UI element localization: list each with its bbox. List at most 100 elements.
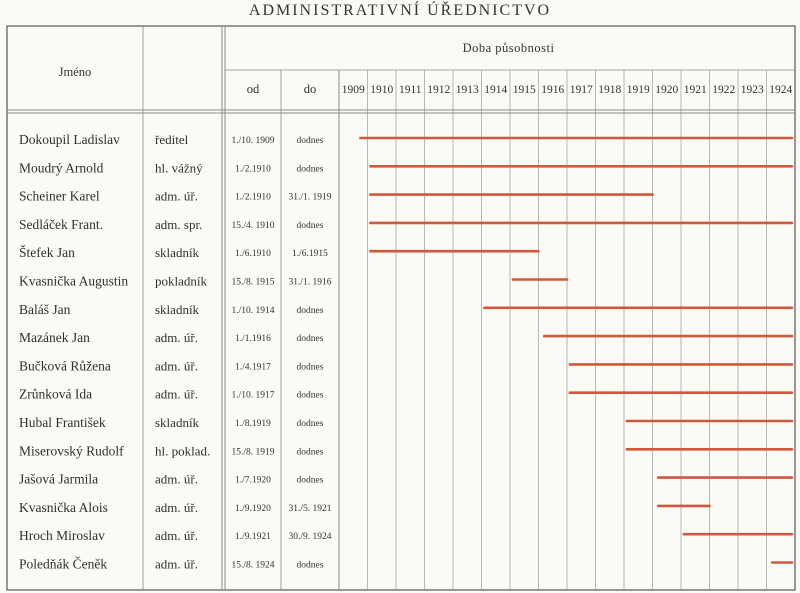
year-tick-label: 1914: [484, 84, 507, 96]
date-from: 1./6.1910: [235, 249, 271, 259]
date-from: 1./9.1920: [235, 504, 271, 514]
year-tick-label: 1909: [342, 84, 365, 96]
employee-name: Kvasnička Alois: [19, 500, 108, 515]
date-from: 15./8. 1915: [231, 278, 274, 288]
employee-position: adm. úř.: [155, 528, 198, 543]
employee-position: adm. spr.: [155, 217, 202, 232]
date-from: 1./7.1920: [235, 476, 271, 486]
table-headers: Jméno Doba působnosti od do 1909 1910 1911 1912…: [59, 41, 793, 96]
header-period: Doba působnosti: [463, 41, 555, 55]
year-tick-label: 1920: [655, 84, 678, 96]
date-to: dodnes: [297, 391, 324, 401]
tenure-bars: [359, 136, 794, 564]
table-row: Baláš Jan skladník 1./10. 1914 dodnes: [19, 302, 324, 317]
employee-name: Hroch Miroslav: [19, 528, 105, 543]
date-to: 1./6.1915: [292, 249, 328, 259]
year-tick-label: 1924: [769, 84, 792, 96]
date-from: 15./4. 1910: [231, 221, 274, 231]
date-to: 31./1. 1919: [288, 193, 331, 203]
table-border: [6, 25, 796, 591]
date-to: dodnes: [297, 476, 324, 486]
year-tick-label: 1916: [541, 84, 564, 96]
date-to: dodnes: [297, 306, 324, 316]
year-tick-label: 1910: [370, 84, 393, 96]
date-to: dodnes: [297, 362, 324, 372]
date-from: 1./10. 1914: [231, 306, 274, 316]
table-row: Sedláček Frant. adm. spr. 15./4. 1910 dodne…: [19, 217, 324, 232]
table-row: Kvasnička Augustin pokladník 15./8. 1915 31…: [19, 274, 332, 289]
table-rows: Dokoupil Ladislav ředitel 1./10. 1909 dodne…: [19, 132, 332, 572]
page-title: ADMINISTRATIVNÍ ÚŘEDNICTVO: [248, 2, 552, 19]
date-from: 1./4.1917: [235, 362, 271, 372]
date-to: dodnes: [297, 419, 324, 429]
table-row: Zrůnková Ida adm. úř. 1./10. 1917 dodnes: [19, 387, 324, 402]
employee-position: ředitel: [155, 132, 189, 147]
table-row: Scheiner Karel adm. úř. 1./2.1910 31./1. 19…: [19, 189, 332, 204]
employee-position: skladník: [155, 245, 200, 260]
employee-name: Štefek Jan: [19, 245, 75, 260]
employee-name: Hubal František: [19, 415, 106, 430]
year-tick-label: 1919: [627, 84, 650, 96]
employee-position: adm. úř.: [155, 472, 198, 487]
table-frame: [6, 25, 796, 591]
date-from: 1./9.1921: [235, 532, 271, 542]
year-tick-label: 1921: [684, 84, 707, 96]
date-to: 31./5. 1921: [288, 504, 331, 514]
date-from: 1./1.1916: [235, 334, 271, 344]
employee-position: adm. úř.: [155, 557, 198, 572]
employee-name: Jašová Jarmila: [19, 472, 98, 487]
date-from: 1./10. 1909: [231, 136, 274, 146]
employee-position: hl. vážný: [155, 160, 203, 175]
employee-position: pokladník: [155, 274, 207, 289]
year-tick-label: 1912: [427, 84, 450, 96]
date-from: 15./8. 1919: [231, 447, 274, 457]
employee-name: Mazánek Jan: [19, 330, 90, 345]
date-from: 1./10. 1917: [231, 391, 274, 401]
date-to: dodnes: [297, 221, 324, 231]
table-row: Miserovský Rudolf hl. poklad. 15./8. 1919 d…: [19, 443, 324, 458]
employee-name: Sedláček Frant.: [19, 217, 103, 232]
year-tick-label: 1911: [399, 84, 422, 96]
employee-position: adm. úř.: [155, 358, 198, 373]
employee-position: skladník: [155, 415, 200, 430]
header-to: do: [304, 82, 317, 96]
employee-name: Zrůnková Ida: [19, 387, 92, 402]
date-from: 1./2.1910: [235, 193, 271, 203]
table-row: Mazánek Jan adm. úř. 1./1.1916 dodnes: [19, 330, 324, 345]
table-row: Poledňák Čeněk adm. úř. 15./8. 1924 dodnes: [19, 557, 324, 572]
table-row: Dokoupil Ladislav ředitel 1./10. 1909 dodne…: [19, 132, 324, 147]
employee-name: Baláš Jan: [19, 302, 71, 317]
table-row: Hroch Miroslav adm. úř. 1./9.1921 30./9. 19…: [19, 528, 332, 543]
employee-position: skladník: [155, 302, 200, 317]
year-tick-label: 1922: [712, 84, 735, 96]
date-to: dodnes: [297, 164, 324, 174]
employee-position: adm. úř.: [155, 387, 198, 402]
employee-position: hl. poklad.: [155, 443, 210, 458]
table-row: Moudrý Arnold hl. vážný 1./2.1910 dodnes: [19, 160, 324, 175]
table-row: Hubal František skladník 1./8.1919 dodnes: [19, 415, 324, 430]
employee-position: adm. úř.: [155, 330, 198, 345]
date-from: 1./2.1910: [235, 164, 271, 174]
employee-name: Poledňák Čeněk: [19, 557, 107, 572]
date-to: dodnes: [297, 447, 324, 457]
date-from: 1./8.1919: [235, 419, 271, 429]
year-tick-label: 1923: [741, 84, 764, 96]
date-from: 15./8. 1924: [231, 561, 274, 571]
year-tick-label: 1918: [598, 84, 621, 96]
table-row: Kvasnička Alois adm. úř. 1./9.1920 31./5. 1…: [19, 500, 332, 515]
date-to: 31./1. 1916: [288, 278, 331, 288]
employee-position: adm. úř.: [155, 500, 198, 515]
date-to: 30./9. 1924: [288, 532, 331, 542]
year-tick-label: 1913: [456, 84, 479, 96]
header-from: od: [247, 82, 260, 96]
date-to: dodnes: [297, 136, 324, 146]
year-tick-label: 1915: [513, 84, 536, 96]
header-name: Jméno: [59, 65, 92, 79]
employee-name: Dokoupil Ladislav: [19, 132, 120, 147]
date-to: dodnes: [297, 561, 324, 571]
employee-name: Bučková Růžena: [19, 358, 111, 373]
employee-position: adm. úř.: [155, 189, 198, 204]
table-row: Bučková Růžena adm. úř. 1./4.1917 dodnes: [19, 358, 324, 373]
employee-name: Scheiner Karel: [19, 189, 100, 204]
